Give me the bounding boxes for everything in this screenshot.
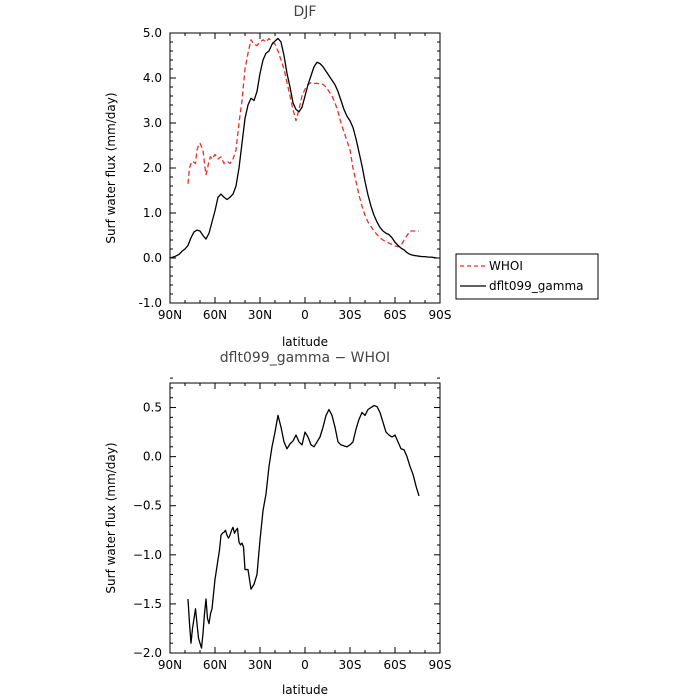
legend-label-whoi: WHOI xyxy=(489,259,523,273)
bottom-y-tick-label: 0.5 xyxy=(143,401,162,415)
top-y-tick-label: 4.0 xyxy=(143,71,162,85)
top-y-tick-label: 0.0 xyxy=(143,251,162,265)
bottom-y-tick-label: −2.0 xyxy=(133,646,162,660)
bottom-y-tick-label: −1.0 xyxy=(133,548,162,562)
bottom-x-tick-label: 60N xyxy=(203,658,227,672)
bottom-chart-title: dflt099_gamma − WHOI xyxy=(220,350,390,366)
top-series-line-dflt099-gamma xyxy=(170,37,438,259)
top-x-tick-label: 0 xyxy=(301,308,309,322)
top-chart-title: DJF xyxy=(294,4,317,20)
bottom-x-tick-label: 60S xyxy=(384,658,407,672)
legend-label-dflt099-gamma: dflt099_gamma xyxy=(489,279,584,293)
top-y-axis-label: Surf water flux (mm/day) xyxy=(104,92,118,243)
top-y-tick-label: 5.0 xyxy=(143,26,162,40)
bottom-x-tick-label: 90S xyxy=(429,658,452,672)
top-x-tick-label: 30N xyxy=(248,308,272,322)
top-x-tick-label: 60N xyxy=(203,308,227,322)
legend: WHOI dflt099_gamma xyxy=(455,253,599,300)
legend-box xyxy=(455,253,599,300)
top-y-tick-label: 3.0 xyxy=(143,116,162,130)
bottom-y-tick-label: −0.5 xyxy=(133,499,162,513)
top-series-line-whoi xyxy=(187,37,419,248)
top-y-tick-label: 2.0 xyxy=(143,161,162,175)
bottom-x-tick-label: 30N xyxy=(248,658,272,672)
top-x-tick-label: 60S xyxy=(384,308,407,322)
bottom-y-tick-label: −1.5 xyxy=(133,597,162,611)
top-y-tick-label: -1.0 xyxy=(139,296,162,310)
top-x-tick-label: 90N xyxy=(158,308,182,322)
top-y-tick-label: 1.0 xyxy=(143,206,162,220)
bottom-x-tick-label: 90N xyxy=(158,658,182,672)
top-x-tick-label: 30S xyxy=(339,308,362,322)
bottom-x-tick-label: 0 xyxy=(301,658,309,672)
bottom-x-axis-label: latitude xyxy=(282,683,328,697)
bottom-series-line-difference xyxy=(187,404,420,649)
top-panel: DJF 90N 60N 30N 0 30S 60S 90S -1.0 0.0 1.0 2.0 3.0 4… xyxy=(104,4,451,349)
top-plot-area: 90N 60N 30N 0 30S 60S 90S -1.0 0.0 1.0 2.0 3.0 4.0 5.… xyxy=(139,26,452,322)
bottom-y-axis-label: Surf water flux (mm/day) xyxy=(104,442,118,593)
top-frame xyxy=(169,32,441,304)
bottom-y-tick-label: 0.0 xyxy=(143,450,162,464)
bottom-plot-area: 90N 60N 30N 0 30S 60S 90S −2.0 −1.5 −1.0 −0.5 0.0 0.… xyxy=(133,377,452,672)
top-x-axis-label: latitude xyxy=(282,335,328,349)
bottom-x-tick-label: 30S xyxy=(339,658,362,672)
bottom-panel: dflt099_gamma − WHOI 90N 60N 30N 0 30S 60S 90S… xyxy=(104,350,451,697)
top-x-tick-label: 90S xyxy=(429,308,452,322)
